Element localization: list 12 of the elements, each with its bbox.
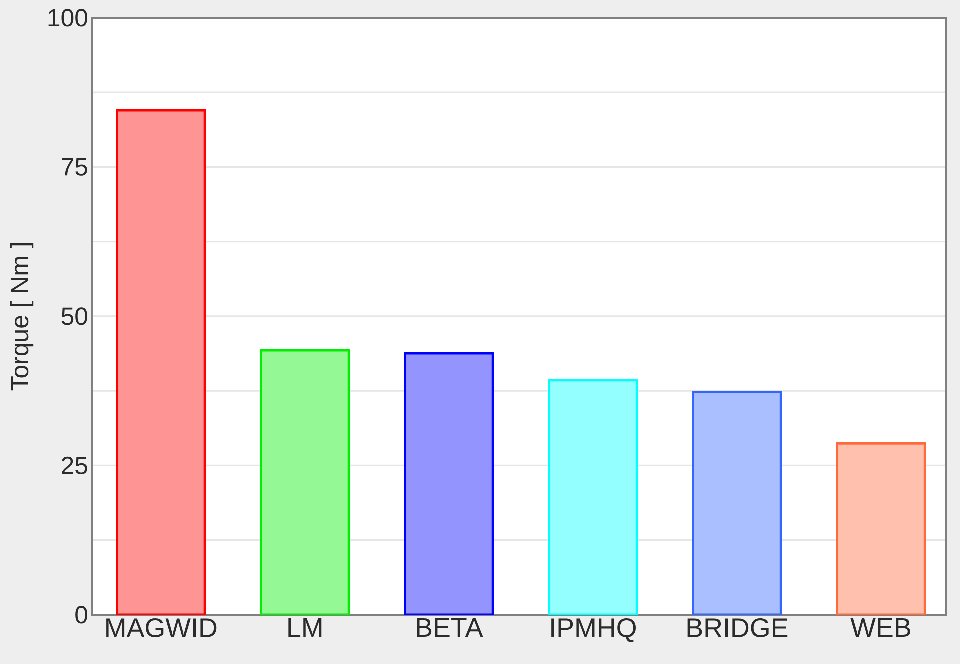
x-tick-label: MAGWID — [106, 618, 217, 638]
y-tick-label: 75 — [62, 158, 88, 176]
y-tick-label: 50 — [62, 308, 88, 326]
y-tick-label: 0 — [76, 606, 88, 624]
x-tick-label: BETA — [417, 618, 484, 638]
x-tick-label: LM — [288, 618, 322, 638]
y-tick-label: 25 — [62, 456, 88, 475]
x-tick-label: IPMHQ — [552, 618, 636, 642]
x-tick-label: BRIDGE — [688, 618, 788, 638]
y-tick-label: 100 — [48, 9, 88, 27]
x-tick-label: WEB — [850, 618, 910, 638]
y-axis-title: Torque [ Nm ] — [10, 244, 34, 391]
